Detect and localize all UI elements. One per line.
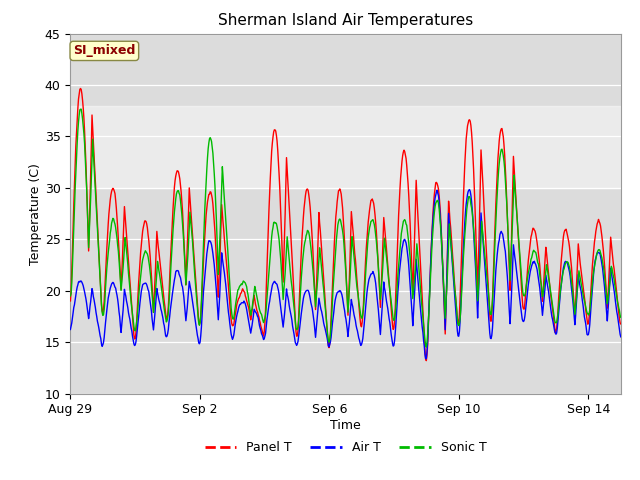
Y-axis label: Temperature (C): Temperature (C): [29, 163, 42, 264]
Legend: Panel T, Air T, Sonic T: Panel T, Air T, Sonic T: [200, 436, 492, 459]
Bar: [70, 106, 621, 188]
X-axis label: Time: Time: [330, 419, 361, 432]
Text: SI_mixed: SI_mixed: [73, 44, 136, 58]
Title: Sherman Island Air Temperatures: Sherman Island Air Temperatures: [218, 13, 473, 28]
